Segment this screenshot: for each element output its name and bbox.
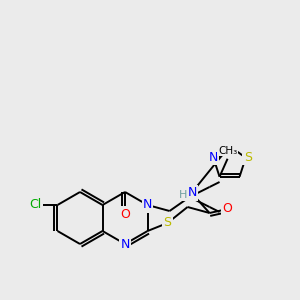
Text: N: N — [209, 151, 218, 164]
Text: S: S — [164, 217, 172, 230]
Text: O: O — [223, 202, 232, 215]
Text: O: O — [120, 208, 130, 220]
Text: N: N — [188, 187, 197, 200]
Text: H: H — [179, 190, 188, 200]
Text: N: N — [143, 199, 152, 212]
Text: CH₃: CH₃ — [218, 146, 237, 156]
Text: N: N — [120, 238, 130, 250]
Text: Cl: Cl — [29, 199, 42, 212]
Text: S: S — [244, 151, 252, 164]
